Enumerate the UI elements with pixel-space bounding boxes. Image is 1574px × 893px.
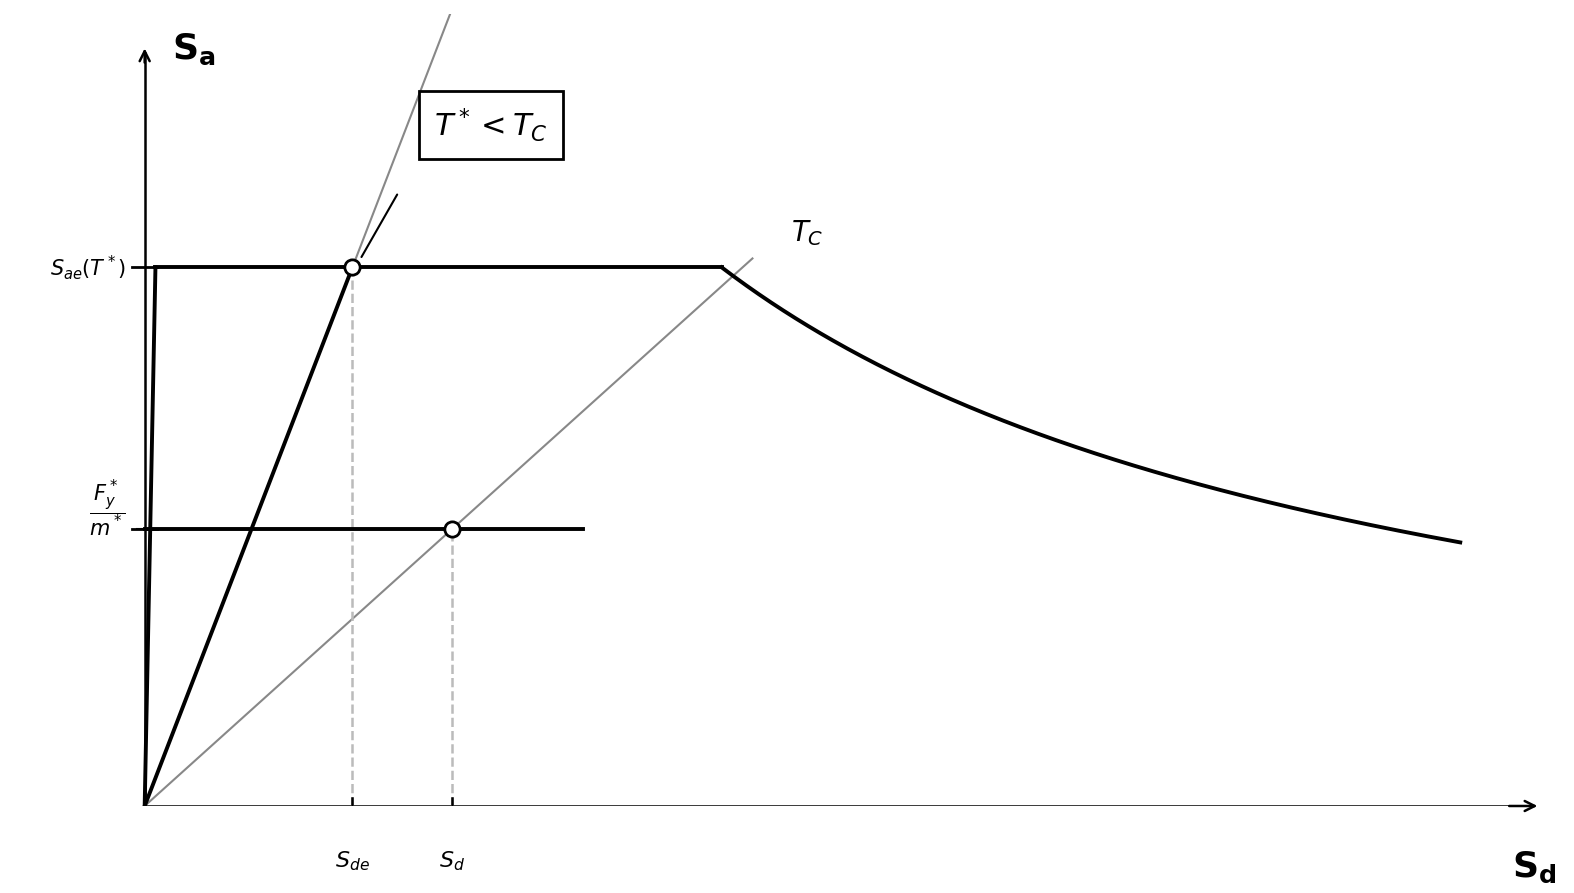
Text: $S_{de}$: $S_{de}$ <box>335 849 370 873</box>
Text: $T^*<T_C$: $T^*<T_C$ <box>434 106 548 144</box>
Text: $\mathbf{S_d}$: $\mathbf{S_d}$ <box>1513 849 1557 885</box>
Text: $T_C$: $T_C$ <box>790 218 823 247</box>
Text: $\mathbf{S_a}$: $\mathbf{S_a}$ <box>173 32 216 67</box>
Text: $\dfrac{F^*_y}{m^*}$: $\dfrac{F^*_y}{m^*}$ <box>90 479 126 539</box>
Text: $S_d$: $S_d$ <box>439 849 466 873</box>
Text: $S_{ae}(T^*)$: $S_{ae}(T^*)$ <box>50 253 126 282</box>
